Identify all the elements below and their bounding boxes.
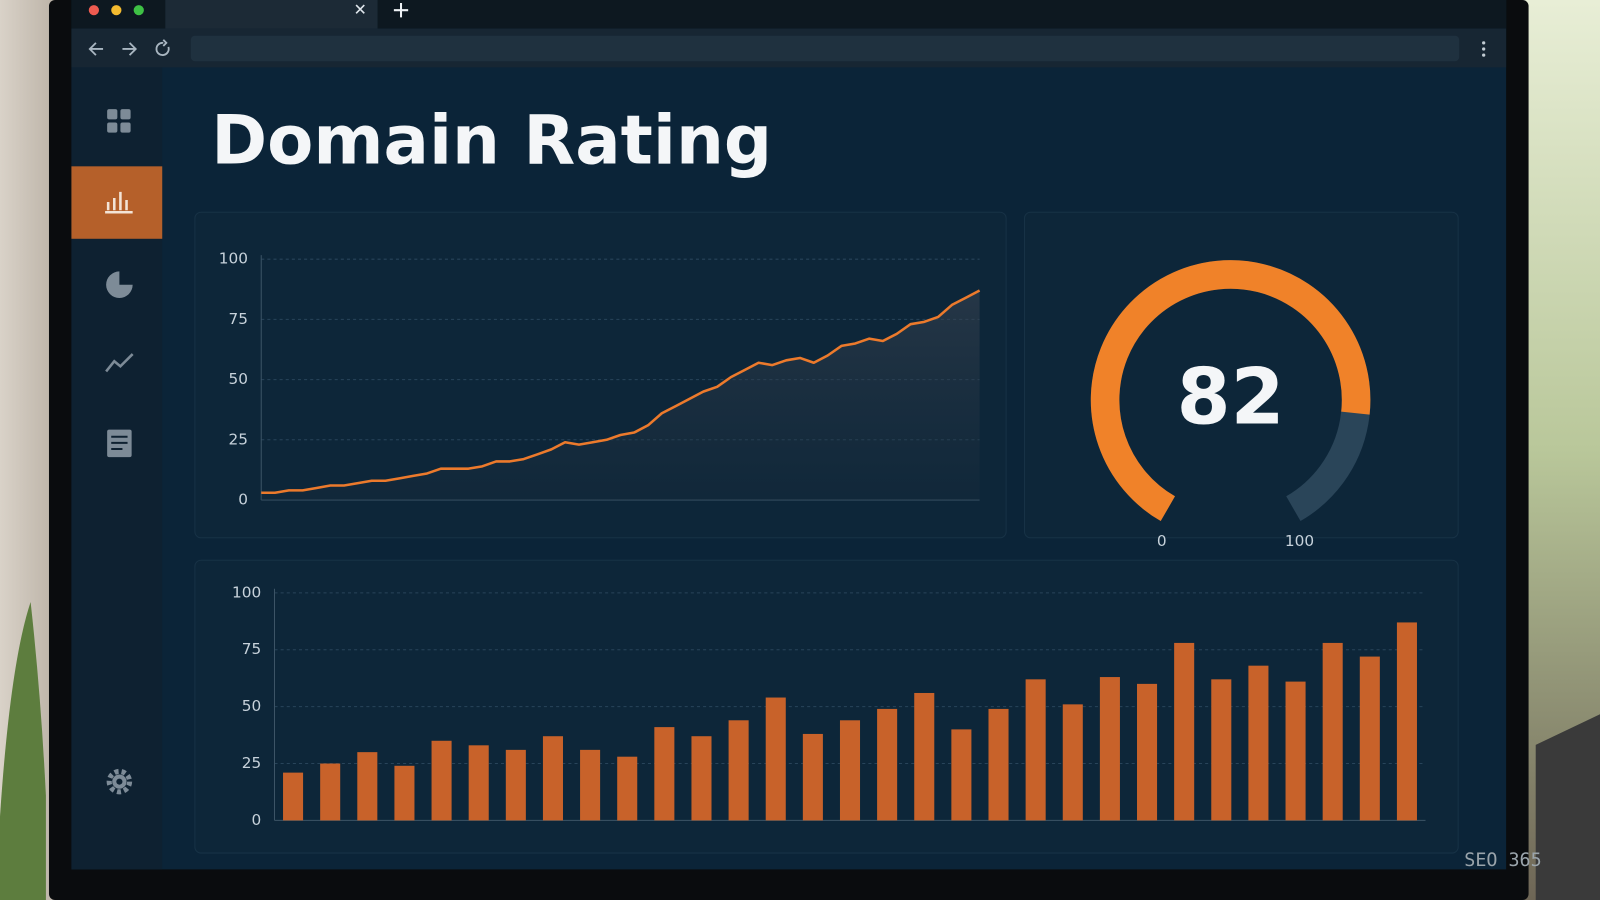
pie-icon[interactable] [106, 271, 133, 298]
gauge-tick-label: 100 [1285, 532, 1314, 550]
report-icon[interactable] [107, 429, 132, 458]
bar [802, 733, 823, 821]
gauge-value: 82 [1177, 353, 1285, 443]
bar [839, 720, 861, 821]
tab[interactable] [165, 0, 378, 29]
trend-icon[interactable] [105, 353, 134, 373]
menu-icon[interactable] [1482, 41, 1486, 57]
bar [877, 708, 898, 821]
bar [1099, 677, 1120, 821]
y-tick-label: 100 [232, 583, 261, 601]
pen-holder [1535, 714, 1600, 900]
address-bar[interactable] [190, 35, 1460, 62]
y-tick-label: 50 [228, 370, 247, 388]
y-tick-label: 75 [228, 310, 247, 328]
bar [1025, 679, 1046, 821]
bar [1137, 683, 1158, 821]
bar [914, 692, 935, 821]
y-tick-label: 0 [238, 491, 248, 509]
window-minimize[interactable] [111, 5, 122, 16]
bar [1062, 704, 1083, 821]
bar [728, 720, 749, 821]
y-tick-label: 25 [242, 754, 261, 772]
y-tick-label: 25 [228, 430, 247, 448]
line-area [261, 290, 980, 500]
bar [283, 772, 304, 821]
bar [431, 740, 452, 821]
bar [1211, 679, 1232, 821]
bar [1285, 681, 1306, 821]
page-title: Domain Rating [211, 100, 772, 179]
bar [951, 729, 972, 821]
y-tick-label: 100 [219, 250, 248, 268]
plant [0, 602, 46, 900]
bar [542, 736, 563, 821]
sidebar-active-item[interactable] [71, 166, 163, 239]
forward-icon[interactable] [122, 42, 138, 56]
bar [505, 749, 526, 821]
settings-icon[interactable] [106, 768, 133, 795]
y-tick-label: 0 [251, 811, 261, 829]
bar [357, 752, 378, 821]
bar [1359, 656, 1380, 821]
dashboard-icon[interactable] [107, 109, 131, 133]
bar [617, 756, 638, 821]
bar [320, 763, 341, 821]
bar [468, 745, 489, 821]
y-tick-label: 50 [242, 697, 261, 715]
y-tick-label: 75 [242, 640, 261, 658]
window-zoom[interactable] [133, 5, 144, 16]
reload-icon[interactable] [155, 39, 170, 56]
bar [580, 749, 601, 821]
bar [988, 708, 1009, 821]
chart-icon[interactable] [105, 191, 133, 214]
bar [1174, 642, 1195, 821]
bar [394, 765, 415, 821]
bar [654, 727, 675, 821]
bar [1396, 622, 1417, 821]
bar [1322, 642, 1343, 821]
bar [1248, 665, 1269, 821]
back-icon[interactable] [88, 42, 104, 56]
window-close[interactable] [88, 5, 99, 16]
gauge-tick-label: 0 [1157, 532, 1167, 550]
bar [765, 697, 786, 821]
line-series [261, 289, 981, 495]
gauge-value-arc [1090, 260, 1371, 522]
new-tab-icon[interactable] [393, 3, 409, 18]
watermark: SEO 365 [1464, 850, 1541, 871]
bar [691, 736, 712, 821]
tab-close-icon[interactable] [355, 4, 365, 14]
